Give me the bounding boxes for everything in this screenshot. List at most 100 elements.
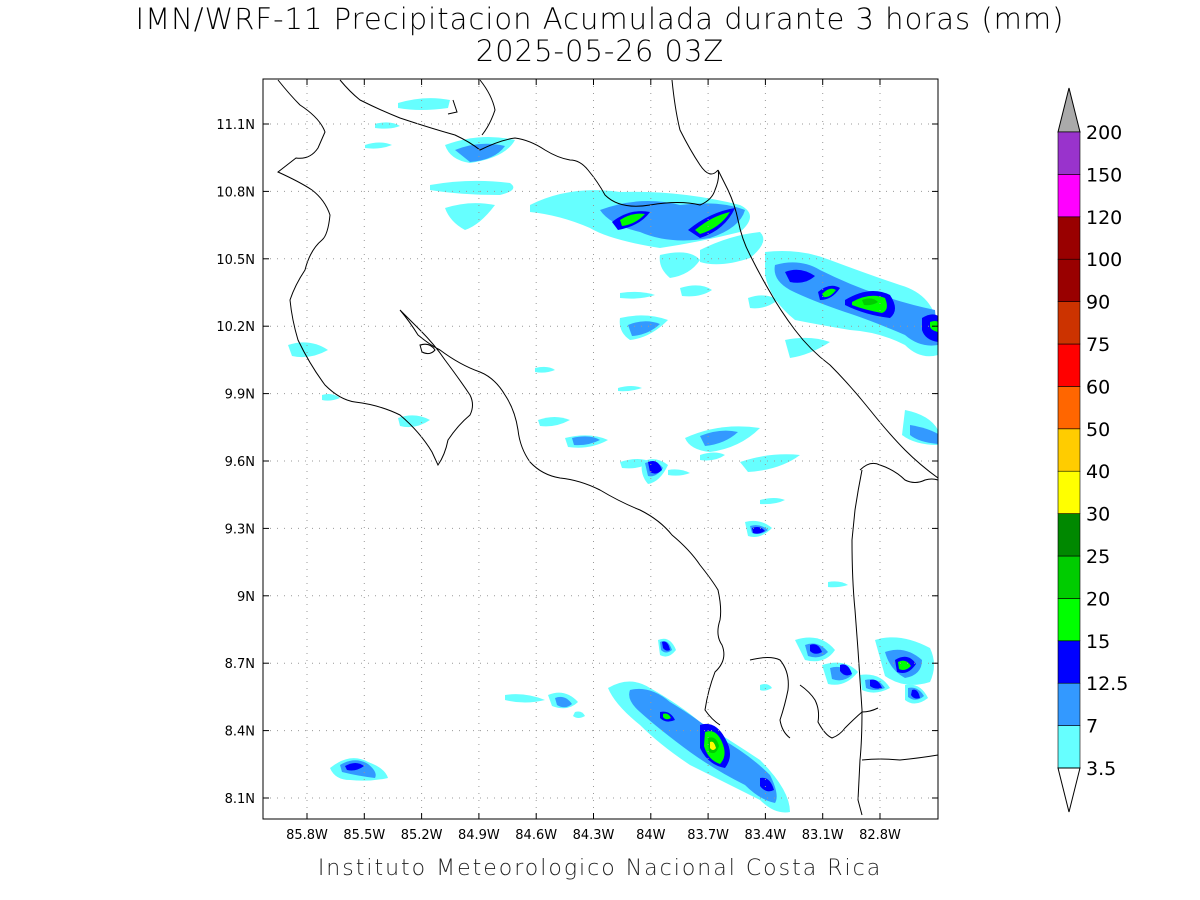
coastline-path: [859, 462, 939, 483]
precip-area: [760, 684, 772, 691]
colorbar-segment: [1057, 513, 1081, 557]
colorbar-label: 75: [1086, 334, 1110, 356]
colorbar-label: 7: [1086, 716, 1098, 738]
precipitation-fields: [288, 98, 938, 813]
coastline-path: [861, 754, 939, 761]
precip-area: [430, 180, 514, 195]
colorbar-label: 60: [1086, 376, 1110, 398]
map-title: IMN/WRF-11 Precipitacion Acumulada duran…: [135, 2, 1065, 36]
lon-tick-label: 84W: [636, 828, 666, 843]
precip-area: [375, 122, 400, 129]
lon-tick-label: 85.8W: [286, 828, 328, 843]
colorbar-segment: [1057, 470, 1081, 514]
precip-area: [785, 337, 830, 358]
colorbar-segment: [1057, 258, 1081, 302]
precip-area: [810, 644, 822, 654]
lat-tick-label: 11.1N: [216, 118, 255, 133]
colorbar-segment: [1057, 386, 1081, 430]
colorbar-segment: [1057, 725, 1081, 769]
precip-area: [911, 689, 920, 699]
colorbar-label: 200: [1086, 122, 1122, 144]
coastline-path: [419, 343, 436, 355]
border-path: [479, 79, 496, 136]
colorbar-segment: [1057, 216, 1081, 260]
colorbar-segment: [1057, 682, 1081, 726]
lat-tick-label: 10.2N: [216, 320, 255, 335]
precip-area: [628, 321, 660, 336]
colorbar: 3.5 7 12.5 15 20 25 30 40 50 60 75 90 100 120 150 200: [1057, 87, 1128, 813]
precip-area: [573, 711, 585, 718]
precip-area: [288, 342, 328, 358]
coastline-path: [749, 657, 791, 739]
border-path: [447, 99, 458, 115]
precip-area: [398, 98, 450, 110]
precip-area: [740, 454, 800, 472]
precip-area: [760, 777, 774, 792]
colorbar-label: 100: [1086, 249, 1122, 271]
precip-area: [700, 232, 764, 265]
colorbar-label: 50: [1086, 419, 1110, 441]
lat-tick-label: 10.5N: [216, 253, 255, 268]
precip-area: [680, 285, 712, 297]
colorbar-label: 12.5: [1086, 673, 1128, 695]
colorbar-segment: [1057, 428, 1081, 472]
colorbar-segment: [1057, 598, 1081, 642]
precip-30mm: [710, 741, 716, 750]
precip-area: [322, 394, 340, 401]
precip-area: [620, 213, 645, 226]
colorbar-label: 25: [1086, 546, 1110, 568]
precip-area: [620, 291, 655, 299]
precip-area: [398, 415, 430, 428]
colorbar-label: 90: [1086, 292, 1110, 314]
precip-area: [659, 252, 700, 278]
precip-area: [618, 386, 642, 392]
precip-area: [700, 452, 725, 461]
map-frame: [262, 78, 939, 820]
precip-area: [668, 469, 690, 476]
precip-area: [748, 295, 778, 309]
lon-tick-label: 82.8W: [859, 828, 901, 843]
lat-tick-label: 8.4N: [225, 725, 255, 740]
lon-tick-label: 83.7W: [687, 828, 729, 843]
colorbar-segment: [1057, 301, 1081, 345]
colorbar-segment: [1057, 555, 1081, 599]
precip-area: [535, 366, 555, 373]
map-date: 2025-05-26 03Z: [475, 34, 725, 68]
precip-area: [345, 763, 364, 771]
colorbar-label: 3.5: [1086, 758, 1116, 780]
lon-tick-label: 84.9W: [458, 828, 500, 843]
precip-20mm: [708, 298, 878, 754]
coastline-path: [339, 79, 939, 479]
lon-tick-label: 85.5W: [343, 828, 385, 843]
colorbar-label: 15: [1086, 631, 1110, 653]
colorbar-segment: [1057, 174, 1081, 218]
precip-area: [695, 212, 730, 234]
precip-area: [455, 143, 505, 162]
precip-area: [828, 581, 848, 588]
lon-tick-label: 83.4W: [744, 828, 786, 843]
precip-3-5mm: [288, 98, 938, 813]
precip-area: [840, 664, 852, 676]
precip-area: [662, 641, 670, 651]
colorbar-bottom-arrow: [1057, 767, 1081, 813]
precip-area: [752, 527, 765, 534]
colorbar-label: 40: [1086, 461, 1110, 483]
precip-area: [365, 142, 392, 149]
lat-tick-label: 9.3N: [225, 522, 255, 537]
lat-tick-label: 9.6N: [225, 455, 255, 470]
axis-ticks: [263, 79, 938, 819]
gridlines: [263, 79, 938, 819]
lon-tick-label: 84.3W: [573, 828, 615, 843]
lat-tick-label: 9N: [237, 590, 255, 605]
colorbar-label: 150: [1086, 164, 1122, 186]
footer-credit: Instituto Meteorologico Nacional Costa R…: [317, 856, 883, 881]
precip-area: [445, 203, 495, 230]
border-path: [851, 469, 863, 816]
lat-tick-label: 8.1N: [225, 792, 255, 807]
coastline-path: [277, 79, 725, 726]
lat-tick-label: 8.7N: [225, 657, 255, 672]
colorbar-label: 20: [1086, 588, 1110, 610]
colorbar-segment: [1057, 640, 1081, 684]
precip-area: [505, 694, 545, 703]
